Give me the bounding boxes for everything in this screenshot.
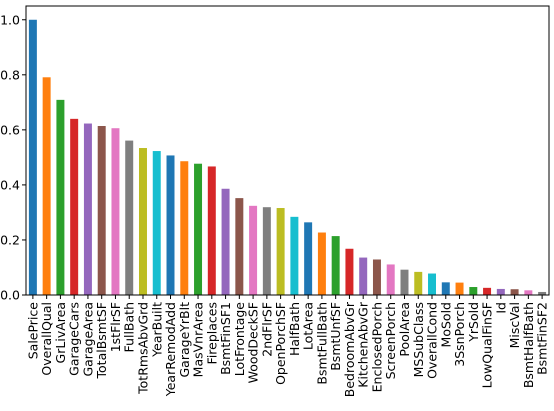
x-tick-label: MoSold [438,302,453,347]
bar-GarageArea [83,123,92,295]
bar-BsmtUnfSF [331,236,340,295]
bar-SalePrice [28,19,37,295]
x-tick-label: TotRmsAbvGrd [135,302,150,395]
x-tick-label: GrLivArea [53,302,68,363]
x-tick-label: GarageCars [67,302,82,376]
x-tick-label: LotFrontage [232,302,247,377]
bar-Id [496,288,505,295]
y-tick-label: 0.4 [0,177,20,192]
x-tick-label: MiscVal [507,302,522,348]
bar-GrLivArea [56,99,65,295]
bar-LowQualFinSF [483,287,492,295]
x-tick-label: PoolArea [397,302,412,357]
bar-MiscVal [510,289,519,295]
x-tick-label: Id [493,302,508,314]
bar-3SsnPorch [455,282,464,295]
bar-YearBuilt [152,151,161,295]
bar-BsmtHalfBath [524,290,533,295]
x-tick-label: WoodDeckSF [246,302,261,383]
x-tick-label: BsmtUnfSF [328,302,343,371]
bar-BsmtFinSF1 [221,188,230,295]
y-tick-label: 1.0 [0,12,20,27]
bar-LotArea [304,222,313,295]
bar-Fireplaces [207,166,216,295]
x-tick-label: OverallQual [39,302,54,376]
bar-YrSold [469,287,478,295]
x-tick-label: TotalBsmtSF [94,302,109,379]
bar-HalfBath [290,216,299,295]
x-tick-label: LotArea [301,302,316,350]
y-tick-label: 0.0 [0,288,20,303]
bar-OpenPorchSF [276,208,285,295]
x-tick-label: KitchenAbvGr [356,301,371,388]
x-tick-label: YearRemodAdd [163,302,178,397]
bar-GarageCars [70,118,79,295]
x-tick-label: EnclosedPorch [369,302,384,392]
x-tick-label: 2ndFlrSF [259,302,274,357]
x-tick-label: 3SsnPorch [452,302,467,367]
x-tick-label: YearBuilt [149,302,164,358]
bar-2ndFlrSF [262,207,271,295]
bar-FullBath [125,140,134,295]
x-tick-label: LowQualFinSF [480,302,495,388]
x-tick-label: GarageArea [80,302,95,377]
bar-WoodDeckSF [249,205,258,295]
x-tick-label: MSSubClass [411,302,426,377]
x-tick-label: OpenPorchSF [273,302,288,385]
x-tick-label: YrSold [466,302,481,343]
x-tick-label: FullBath [122,302,137,352]
bar-OverallCond [428,273,436,295]
x-tick-label: MasVnrArea [191,302,206,377]
y-tick-label: 0.6 [0,122,20,137]
x-tick-label: BsmtFullBath [314,302,329,385]
bar-BsmtFinSF2 [538,291,547,295]
x-tick-label: BsmtFinSF1 [218,302,233,375]
bar-BsmtFullBath [317,232,326,295]
x-axis-labels: SalePriceOverallQualGrLivAreaGarageCarsG… [25,295,550,397]
bar-ScreenPorch [386,264,395,295]
bar-TotalBsmtSF [97,126,106,295]
x-tick-label: OverallCond [425,302,440,379]
x-tick-label: HalfBath [287,302,302,356]
bar-TotRmsAbvGrd [139,148,147,295]
y-tick-label: 0.2 [0,232,20,247]
x-tick-label: BsmtFinSF2 [535,302,550,375]
x-tick-label: BsmtHalfBath [521,302,536,388]
bar-BedroomAbvGr [345,248,354,295]
bar-PoolArea [400,269,409,295]
bar-GarageYrBlt [180,161,189,295]
x-tick-label: BedroomAbvGr [342,301,357,397]
y-tick-label: 0.8 [0,67,20,82]
bar-1stFlrSF [111,128,120,295]
bar-MSSubClass [414,271,423,295]
bar-LotFrontage [235,198,244,295]
x-tick-label: ScreenPorch [383,302,398,379]
bar-MasVnrArea [194,163,203,295]
x-tick-label: GarageYrBlt [177,302,192,378]
bar-MoSold [441,282,450,295]
bar-EnclosedPorch [372,259,381,295]
bar-OverallQual [42,77,51,295]
x-tick-label: Fireplaces [204,302,219,364]
plot-frame [25,5,550,296]
y-axis-ticks: 0.0 0.2 0.4 0.6 0.8 1.0 [0,12,26,303]
bars-group [28,19,547,295]
x-tick-label: 1stFlrSF [108,302,123,352]
x-tick-label: SalePrice [25,302,40,360]
bar-YearRemodAdd [166,155,175,295]
bar-KitchenAbvGr [359,257,368,295]
